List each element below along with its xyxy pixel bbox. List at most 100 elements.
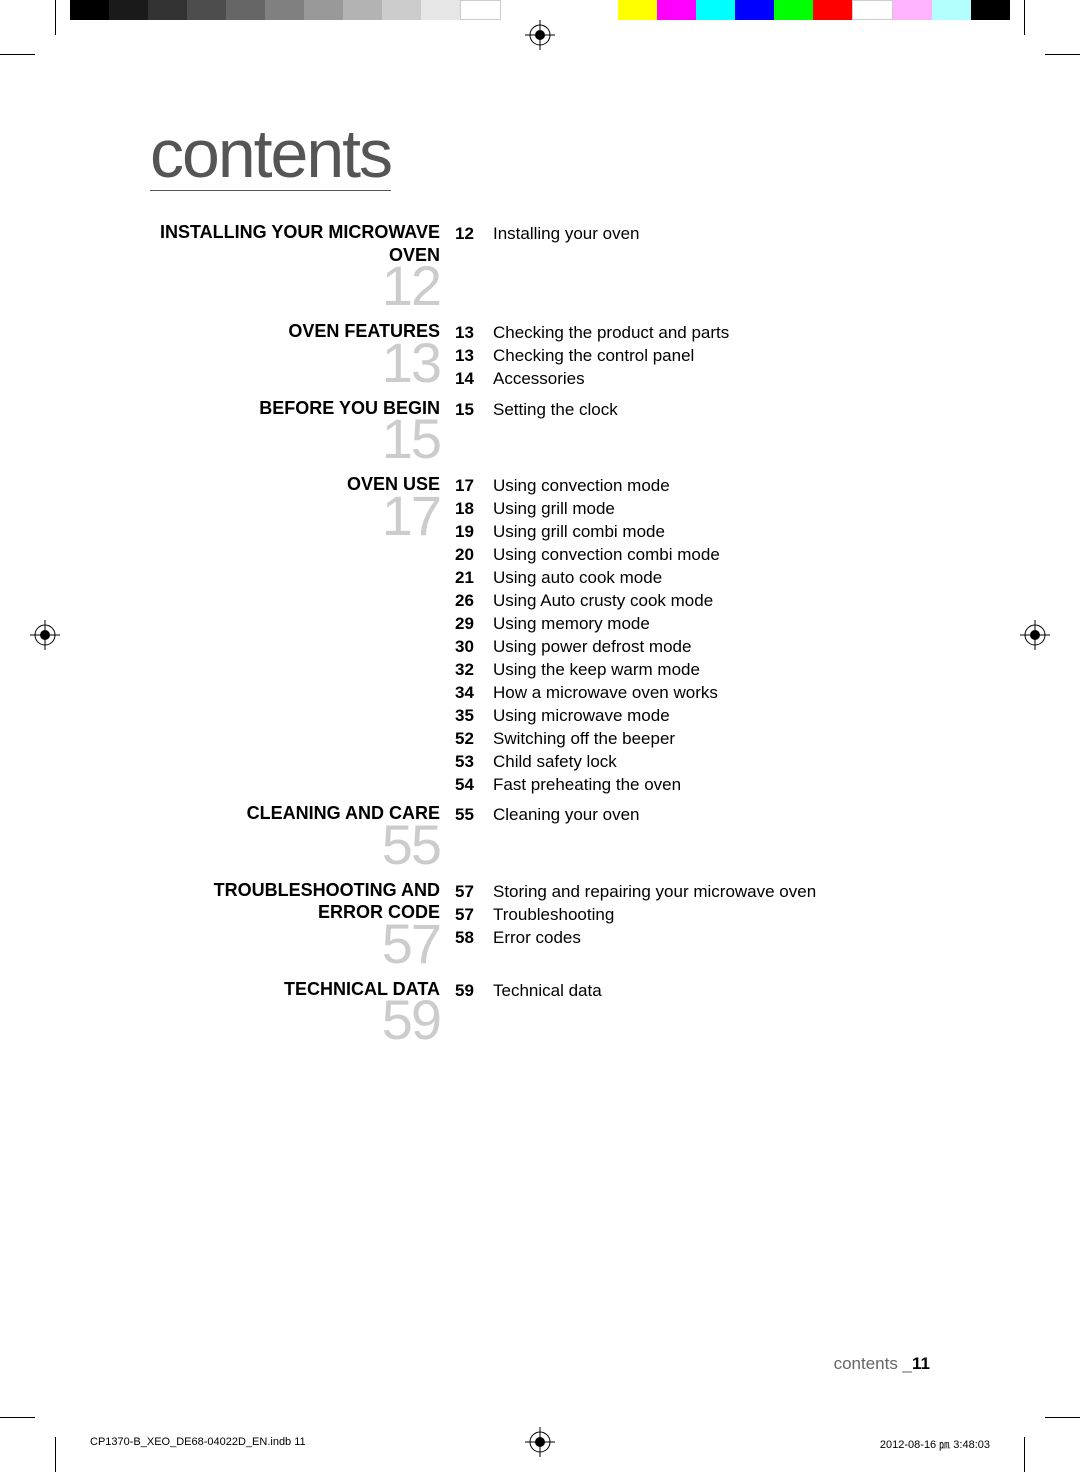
toc-item-page: 21 — [455, 567, 485, 590]
section-left: TROUBLESHOOTING AND ERROR CODE57 — [150, 879, 455, 972]
crop-mark — [1045, 54, 1080, 55]
toc-item: 53Child safety lock — [455, 751, 930, 774]
toc-item: 14Accessories — [455, 368, 930, 391]
toc-item-page: 32 — [455, 659, 485, 682]
toc-item-title: Fast preheating the oven — [485, 774, 930, 797]
section-left: CLEANING AND CARE55 — [150, 802, 455, 873]
toc-item-title: Accessories — [485, 368, 930, 391]
section-number: 59 — [150, 992, 440, 1048]
toc-item: 19Using grill combi mode — [455, 521, 930, 544]
toc-container: INSTALLING YOUR MICROWAVE OVEN1212Instal… — [150, 221, 930, 1048]
toc-item: 20Using convection combi mode — [455, 544, 930, 567]
toc-item: 13Checking the control panel — [455, 345, 930, 368]
toc-item: 57Troubleshooting — [455, 904, 930, 927]
toc-item-page: 18 — [455, 498, 485, 521]
page-content: contents INSTALLING YOUR MICROWAVE OVEN1… — [90, 80, 990, 1392]
toc-item: 26Using Auto crusty cook mode — [455, 590, 930, 613]
section-right: 59Technical data — [455, 978, 930, 1003]
toc-item-title: Using grill mode — [485, 498, 930, 521]
toc-item-title: Cleaning your oven — [485, 804, 930, 827]
toc-section: CLEANING AND CARE5555Cleaning your oven — [150, 802, 930, 873]
color-segment — [932, 0, 971, 20]
toc-item-page: 52 — [455, 728, 485, 751]
section-title: TECHNICAL DATA — [150, 978, 440, 1001]
section-left: BEFORE YOU BEGIN15 — [150, 397, 455, 468]
toc-item: 21Using auto cook mode — [455, 567, 930, 590]
toc-section: TECHNICAL DATA5959Technical data — [150, 978, 930, 1049]
color-segment — [343, 0, 382, 20]
footer-label: contents _ — [834, 1354, 912, 1373]
color-segment — [657, 0, 696, 20]
toc-item-title: Installing your oven — [485, 223, 930, 246]
toc-item-title: Checking the control panel — [485, 345, 930, 368]
color-segment — [226, 0, 265, 20]
toc-item-page: 17 — [455, 475, 485, 498]
section-title: OVEN FEATURES — [150, 320, 440, 343]
toc-item: 52Switching off the beeper — [455, 728, 930, 751]
toc-item-title: Using convection combi mode — [485, 544, 930, 567]
color-segment — [540, 0, 579, 20]
toc-item-title: Troubleshooting — [485, 904, 930, 927]
toc-section: OVEN USE1717Using convection mode18Using… — [150, 473, 930, 796]
toc-item-title: Storing and repairing your microwave ove… — [485, 881, 930, 904]
toc-item: 58Error codes — [455, 927, 930, 950]
toc-item-page: 26 — [455, 590, 485, 613]
print-footer-left: CP1370-B_XEO_DE68-04022D_EN.indb 11 — [90, 1436, 306, 1452]
section-title: BEFORE YOU BEGIN — [150, 397, 440, 420]
toc-item-title: Checking the product and parts — [485, 322, 930, 345]
color-segment — [618, 0, 657, 20]
toc-item-page: 30 — [455, 636, 485, 659]
toc-section: OVEN FEATURES1313Checking the product an… — [150, 320, 930, 391]
toc-item-page: 54 — [455, 774, 485, 797]
print-footer: CP1370-B_XEO_DE68-04022D_EN.indb 11 2012… — [90, 1436, 990, 1452]
color-segment — [187, 0, 226, 20]
toc-item-title: Technical data — [485, 980, 930, 1003]
crop-mark — [0, 1417, 35, 1418]
crop-mark — [1024, 1437, 1025, 1472]
section-right: 55Cleaning your oven — [455, 802, 930, 827]
registration-mark-icon — [30, 620, 60, 650]
toc-item-page: 15 — [455, 399, 485, 422]
registration-mark-icon — [1020, 620, 1050, 650]
toc-item-title: Error codes — [485, 927, 930, 950]
color-segment — [774, 0, 813, 20]
color-segment — [460, 0, 501, 20]
color-segment — [421, 0, 460, 20]
print-footer-right: 2012-08-16 ㏘ 3:48:03 — [880, 1436, 990, 1452]
toc-item: 17Using convection mode — [455, 475, 930, 498]
toc-item-page: 59 — [455, 980, 485, 1003]
toc-item-page: 55 — [455, 804, 485, 827]
toc-section: BEFORE YOU BEGIN1515Setting the clock — [150, 397, 930, 468]
toc-item-page: 58 — [455, 927, 485, 950]
toc-item-page: 20 — [455, 544, 485, 567]
toc-section: TROUBLESHOOTING AND ERROR CODE5757Storin… — [150, 879, 930, 972]
toc-item-page: 35 — [455, 705, 485, 728]
toc-item-page: 29 — [455, 613, 485, 636]
toc-item-title: Using memory mode — [485, 613, 930, 636]
section-right: 17Using convection mode18Using grill mod… — [455, 473, 930, 796]
toc-item: 55Cleaning your oven — [455, 804, 930, 827]
color-segment — [148, 0, 187, 20]
toc-item-title: Setting the clock — [485, 399, 930, 422]
toc-item-title: Using the keep warm mode — [485, 659, 930, 682]
section-number: 12 — [150, 258, 440, 314]
toc-item-page: 53 — [455, 751, 485, 774]
toc-item-page: 19 — [455, 521, 485, 544]
toc-item: 30Using power defrost mode — [455, 636, 930, 659]
color-segment — [893, 0, 932, 20]
toc-item-title: Using auto cook mode — [485, 567, 930, 590]
section-title: TROUBLESHOOTING AND ERROR CODE — [150, 879, 440, 924]
section-number: 15 — [150, 411, 440, 467]
crop-mark — [55, 0, 56, 35]
toc-item-page: 13 — [455, 322, 485, 345]
toc-item: 35Using microwave mode — [455, 705, 930, 728]
color-segment — [735, 0, 774, 20]
section-title: INSTALLING YOUR MICROWAVE OVEN — [150, 221, 440, 266]
page-footer: contents _11 — [834, 1354, 930, 1374]
color-calibration-bar — [70, 0, 1010, 20]
footer-page-number: 11 — [912, 1354, 930, 1373]
section-number: 13 — [150, 335, 440, 391]
color-segment — [501, 0, 540, 20]
color-segment — [971, 0, 1010, 20]
toc-item: 18Using grill mode — [455, 498, 930, 521]
